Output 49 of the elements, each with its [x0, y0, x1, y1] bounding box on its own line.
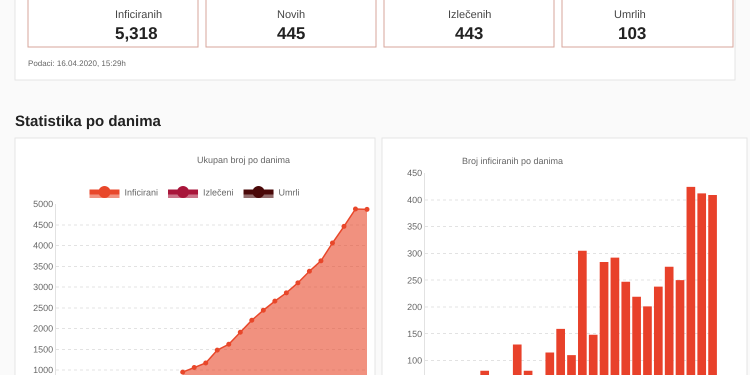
y-tick-label: 150: [407, 328, 422, 339]
point: [284, 290, 289, 296]
y-tick-label: 1500: [33, 344, 54, 354]
y-tick-label: 4000: [33, 240, 54, 251]
y-tick-label: 450: [407, 168, 422, 178]
point: [352, 206, 358, 212]
point: [341, 224, 346, 229]
y-tick-label: 2000: [33, 324, 54, 334]
y-tick-label: 300: [407, 248, 422, 259]
point: [192, 365, 197, 370]
point: [203, 360, 208, 366]
y-tick-label: 250: [407, 275, 422, 286]
point: [272, 298, 278, 304]
chart-title: Broj inficiranih po danima: [462, 156, 564, 166]
text: Novih: [277, 9, 306, 21]
point: [260, 308, 266, 313]
text: 5,318: [115, 24, 158, 43]
point: [180, 370, 186, 375]
y-tick-label: 200: [407, 302, 422, 312]
point: [306, 268, 312, 274]
point: [318, 258, 324, 264]
text: Umrlih: [614, 9, 646, 21]
point: [249, 318, 254, 323]
text: 443: [455, 24, 484, 43]
text: Podaci: 16.04.2020, 15:29h: [28, 59, 126, 68]
y-tick-label: 2500: [33, 302, 54, 313]
text: 445: [277, 24, 306, 43]
legend-label: Umrli: [278, 188, 300, 198]
text: Inficiranih: [115, 9, 162, 21]
legend-label: Inficirani: [124, 188, 158, 198]
y-tick-label: 4500: [33, 220, 54, 230]
chart-title: Ukupan broj po danima: [197, 155, 290, 165]
y-tick-label: 1000: [33, 365, 54, 375]
y-tick-label: 5000: [33, 199, 54, 210]
point: [214, 348, 220, 353]
text: Izlečenih: [448, 9, 492, 21]
point: [238, 330, 243, 335]
point: [330, 240, 335, 246]
y-tick-label: 100: [407, 356, 422, 366]
text: Statistika po danima: [15, 113, 162, 130]
point: [295, 280, 300, 286]
text: 103: [618, 24, 646, 43]
point: [364, 206, 370, 212]
y-tick-label: 3000: [33, 282, 54, 292]
legend-label: Izlečeni: [203, 188, 234, 198]
point: [226, 342, 232, 347]
y-tick-label: 3500: [33, 261, 54, 272]
y-tick-label: 350: [407, 222, 422, 232]
y-tick-label: 400: [407, 194, 422, 205]
